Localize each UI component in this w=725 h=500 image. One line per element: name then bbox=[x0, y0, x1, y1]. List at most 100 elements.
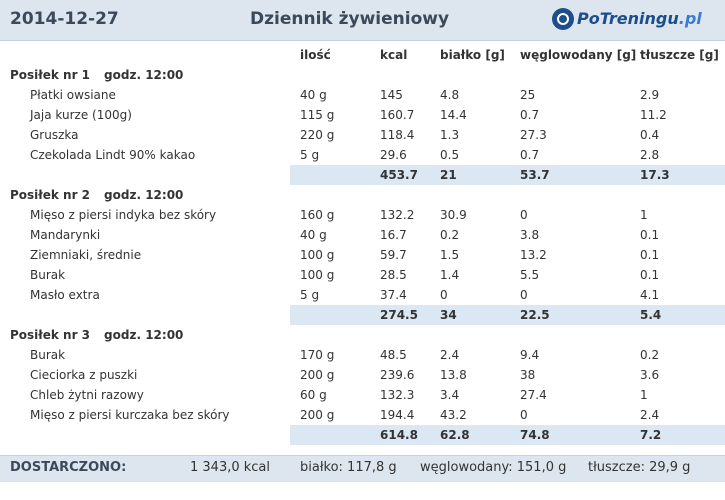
header: 2014-12-27 Dziennik żywieniowy PoTrening… bbox=[0, 0, 725, 41]
food-carbs: 25 bbox=[520, 88, 536, 102]
food-fat: 0.1 bbox=[640, 248, 660, 262]
food-name: Gruszka bbox=[30, 128, 79, 142]
food-kcal: 132.3 bbox=[380, 388, 415, 402]
total-protein: 34 bbox=[440, 308, 457, 322]
food-kcal: 28.5 bbox=[380, 268, 407, 282]
total-kcal: 614.8 bbox=[380, 428, 418, 442]
table-row: Mandarynki 40 g 16.7 0.2 3.8 0.1 bbox=[0, 225, 725, 245]
logo-tld: .pl bbox=[678, 9, 702, 28]
food-qty: 170 g bbox=[300, 348, 335, 362]
food-carbs: 13.2 bbox=[520, 248, 547, 262]
food-qty: 5 g bbox=[300, 148, 320, 162]
food-qty: 100 g bbox=[300, 248, 335, 262]
food-qty: 5 g bbox=[300, 288, 320, 302]
food-qty: 115 g bbox=[300, 108, 335, 122]
food-kcal: 29.6 bbox=[380, 148, 407, 162]
food-qty: 160 g bbox=[300, 208, 335, 222]
meal-title: Posiłek nr 3 bbox=[10, 328, 91, 342]
food-name: Cieciorka z puszki bbox=[30, 368, 138, 382]
total-fat: 7.2 bbox=[640, 428, 662, 442]
meal-time: godz. 12:00 bbox=[104, 188, 184, 202]
food-carbs: 27.4 bbox=[520, 388, 547, 402]
total-fat: 5.4 bbox=[640, 308, 662, 322]
meal-total-bar bbox=[290, 165, 725, 185]
meal-total-bar bbox=[290, 425, 725, 445]
food-qty: 200 g bbox=[300, 368, 335, 382]
meal-header: Posiłek nr 2 godz. 12:00 bbox=[0, 185, 725, 205]
food-fat: 2.8 bbox=[640, 148, 660, 162]
meal-header: Posiłek nr 3 godz. 12:00 bbox=[0, 325, 725, 345]
total-carbs: 53.7 bbox=[520, 168, 550, 182]
footer-kcal: 1 343,0 kcal bbox=[190, 460, 271, 475]
food-kcal: 37.4 bbox=[380, 288, 407, 302]
food-fat: 2.9 bbox=[640, 88, 660, 102]
page-title: Dziennik żywieniowy bbox=[250, 9, 450, 29]
logo-icon bbox=[552, 8, 574, 30]
food-carbs: 0 bbox=[520, 288, 528, 302]
food-protein: 0.2 bbox=[440, 228, 460, 242]
table-row: Gruszka 220 g 118.4 1.3 27.3 0.4 bbox=[0, 125, 725, 145]
food-name: Masło extra bbox=[30, 288, 100, 302]
food-carbs: 5.5 bbox=[520, 268, 540, 282]
total-carbs: 74.8 bbox=[520, 428, 550, 442]
food-name: Mięso z piersi kurczaka bez skóry bbox=[30, 408, 230, 422]
food-carbs: 38 bbox=[520, 368, 536, 382]
col-kcal: kcal bbox=[380, 48, 408, 62]
food-kcal: 118.4 bbox=[380, 128, 415, 142]
col-protein: białko [g] bbox=[440, 48, 505, 62]
meal-title: Posiłek nr 1 bbox=[10, 68, 91, 82]
table-row: Cieciorka z puszki 200 g 239.6 13.8 38 3.6 bbox=[0, 365, 725, 385]
food-protein: 0 bbox=[440, 288, 448, 302]
food-name: Płatki owsiane bbox=[30, 88, 116, 102]
table-row: Mięso z piersi kurczaka bez skóry 200 g 19… bbox=[0, 405, 725, 425]
food-kcal: 16.7 bbox=[380, 228, 407, 242]
food-fat: 1 bbox=[640, 388, 648, 402]
table-row: Ziemniaki, średnie 100 g 59.7 1.5 13.2 0.1 bbox=[0, 245, 725, 265]
food-qty: 40 g bbox=[300, 228, 327, 242]
table-row: Mięso z piersi indyka bez skóry 160 g 132.… bbox=[0, 205, 725, 225]
total-kcal: 453.7 bbox=[380, 168, 418, 182]
meal-header: Posiłek nr 1 godz. 12:00 bbox=[0, 65, 725, 85]
food-name: Mięso z piersi indyka bez skóry bbox=[30, 208, 217, 222]
footer-fat: tłuszcze: 29,9 g bbox=[588, 460, 691, 475]
food-name: Mandarynki bbox=[30, 228, 101, 242]
col-fat: tłuszcze [g] bbox=[640, 48, 719, 62]
logo-text: PoTreningu.pl bbox=[577, 9, 702, 28]
column-header-row: ilość kcal białko [g] węglowodany [g] tł… bbox=[0, 45, 725, 65]
food-kcal: 194.4 bbox=[380, 408, 415, 422]
diary-date: 2014-12-27 bbox=[10, 9, 119, 29]
food-name: Jaja kurze (100g) bbox=[30, 108, 132, 122]
food-qty: 220 g bbox=[300, 128, 335, 142]
food-protein: 3.4 bbox=[440, 388, 460, 402]
col-carbs: węglowodany [g] bbox=[520, 48, 637, 62]
food-fat: 0.1 bbox=[640, 228, 660, 242]
food-protein: 14.4 bbox=[440, 108, 467, 122]
food-fat: 0.4 bbox=[640, 128, 660, 142]
food-name: Burak bbox=[30, 268, 66, 282]
table-row: Masło extra 5 g 37.4 0 0 4.1 bbox=[0, 285, 725, 305]
food-name: Burak bbox=[30, 348, 66, 362]
food-kcal: 160.7 bbox=[380, 108, 415, 122]
food-carbs: 0.7 bbox=[520, 108, 540, 122]
food-qty: 40 g bbox=[300, 88, 327, 102]
meal-total-row: 614.8 62.8 74.8 7.2 bbox=[0, 425, 725, 445]
food-carbs: 0 bbox=[520, 208, 528, 222]
food-protein: 4.8 bbox=[440, 88, 460, 102]
meal-total-row: 274.5 34 22.5 5.4 bbox=[0, 305, 725, 325]
food-carbs: 0.7 bbox=[520, 148, 540, 162]
meal-title: Posiłek nr 2 bbox=[10, 188, 91, 202]
logo-main: PoTreningu bbox=[577, 9, 679, 28]
food-qty: 60 g bbox=[300, 388, 327, 402]
food-carbs: 9.4 bbox=[520, 348, 540, 362]
total-fat: 17.3 bbox=[640, 168, 670, 182]
meal-time: godz. 12:00 bbox=[104, 328, 184, 342]
footer-label: DOSTARCZONO: bbox=[10, 460, 127, 475]
food-protein: 1.4 bbox=[440, 268, 460, 282]
total-protein: 21 bbox=[440, 168, 457, 182]
food-protein: 13.8 bbox=[440, 368, 467, 382]
food-protein: 1.5 bbox=[440, 248, 460, 262]
food-protein: 43.2 bbox=[440, 408, 467, 422]
food-fat: 0.1 bbox=[640, 268, 660, 282]
food-fat: 3.6 bbox=[640, 368, 660, 382]
table-row: Burak 170 g 48.5 2.4 9.4 0.2 bbox=[0, 345, 725, 365]
